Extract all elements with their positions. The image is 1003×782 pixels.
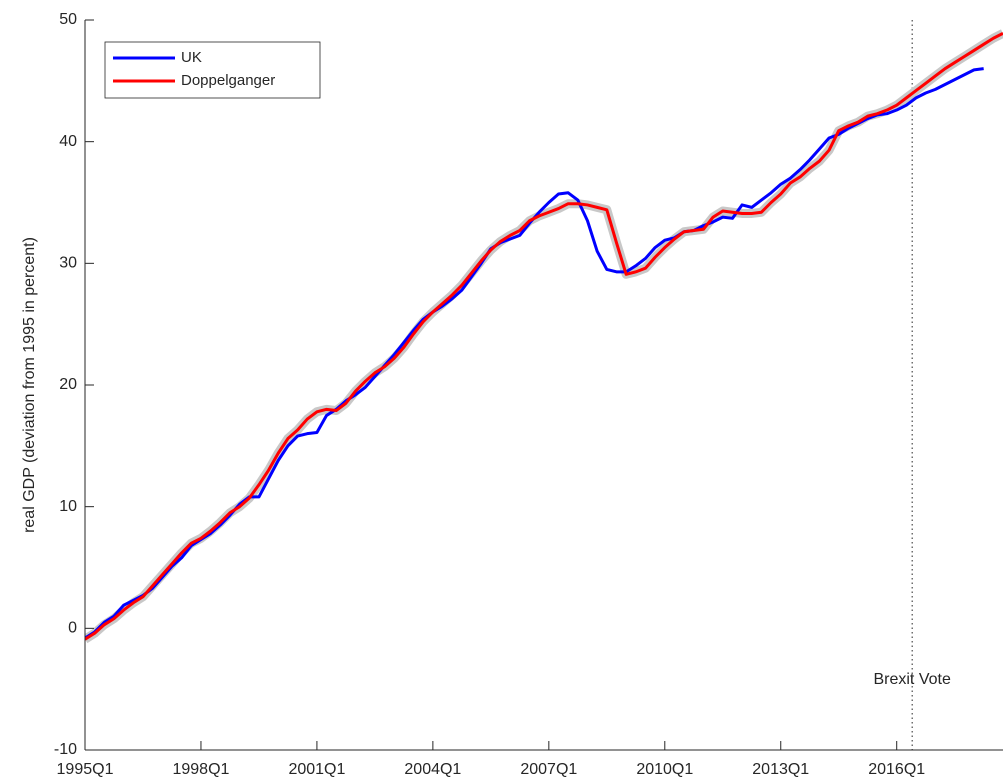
- confidence-band: [85, 29, 1003, 644]
- x-tick-label: 2010Q1: [636, 761, 693, 778]
- x-tick-label: 2004Q1: [404, 761, 461, 778]
- y-tick-label: 40: [59, 133, 77, 150]
- y-tick-label: 20: [59, 376, 77, 393]
- y-axis-label: real GDP (deviation from 1995 in percent…: [21, 237, 38, 533]
- legend-label: Doppelganger: [181, 72, 275, 89]
- x-tick-label: 2001Q1: [288, 761, 345, 778]
- plot-area: [85, 20, 1003, 750]
- y-tick-label: -10: [54, 741, 77, 758]
- y-tick-label: 50: [59, 11, 77, 28]
- y-tick-label: 30: [59, 255, 77, 272]
- x-tick-label: 2007Q1: [520, 761, 577, 778]
- x-tick-label: 1995Q1: [57, 761, 114, 778]
- y-tick-label: 0: [68, 620, 77, 637]
- x-tick-label: 2013Q1: [752, 761, 809, 778]
- event-label: Brexit Vote: [873, 671, 950, 688]
- y-tick-label: 10: [59, 498, 77, 515]
- series-line: [85, 32, 1003, 641]
- legend-box: [104, 41, 321, 99]
- axes: -10 0 10 20 30 40 50 1995Q1 1998Q1 2001Q1 2004Q1 20…: [54, 11, 1003, 778]
- legend-label: UK: [181, 49, 202, 66]
- x-tick-label: 1998Q1: [172, 761, 229, 778]
- x-tick-label: 2016Q1: [868, 761, 925, 778]
- series-line: [85, 64, 1003, 638]
